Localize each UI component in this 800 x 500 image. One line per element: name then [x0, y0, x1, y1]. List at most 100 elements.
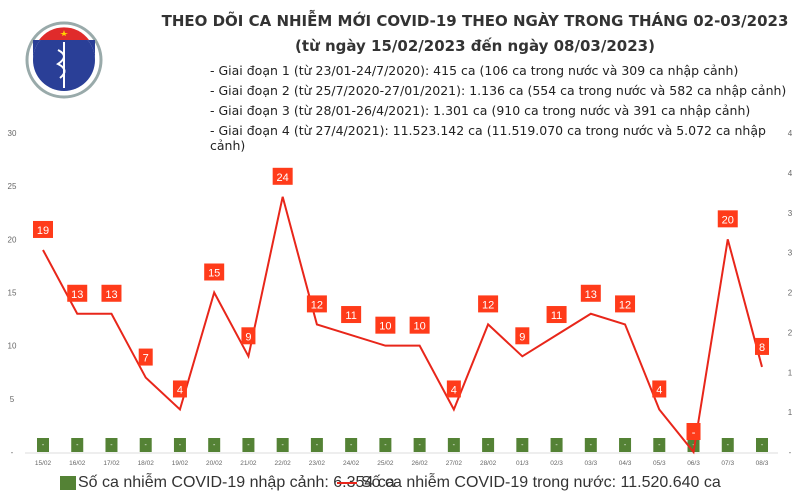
- left-axis-tick: 20: [8, 235, 17, 244]
- left-axis-tick: 5: [10, 395, 15, 404]
- right-axis-tick: 2: [788, 289, 793, 298]
- x-tick-label: 19/02: [172, 460, 189, 467]
- bar-imported: [276, 438, 289, 452]
- legend-swatch-green: [60, 476, 76, 490]
- data-label-box: [138, 348, 153, 366]
- data-label-box: [652, 380, 667, 398]
- x-tick-label: 02/3: [550, 460, 563, 467]
- bar-imported: [619, 438, 632, 452]
- bar-imported: [653, 438, 666, 452]
- data-label: 12: [311, 299, 323, 311]
- right-axis-tick: 3: [788, 209, 793, 218]
- x-tick-label: 24/02: [343, 460, 360, 467]
- x-tick-label: 26/02: [411, 460, 428, 467]
- bar-label: -: [247, 442, 250, 449]
- data-label: 13: [105, 289, 117, 301]
- right-axis-tick: 1: [788, 368, 793, 377]
- data-label-box: [717, 210, 738, 228]
- chart-title: THEO DÕI CA NHIỄM MỚI COVID-19 THEO NGÀY…: [161, 12, 789, 30]
- chart-subtitle: (từ ngày 15/02/2023 đến ngày 08/03/2023): [295, 37, 655, 55]
- right-axis-tick: 1: [788, 408, 793, 417]
- data-label-box: [67, 284, 88, 302]
- x-tick-label: 28/02: [480, 460, 497, 467]
- bar-imported: [345, 438, 358, 452]
- bar-imported: [208, 438, 221, 452]
- bar-label: -: [624, 442, 627, 449]
- data-label-box: [580, 284, 601, 302]
- bar-label: -: [555, 442, 558, 449]
- left-axis-tick: 30: [8, 129, 17, 138]
- bar-imported: [550, 438, 563, 452]
- bar-label: -: [487, 442, 490, 449]
- x-tick-label: 17/02: [103, 460, 120, 467]
- stage-4: - Giai đoạn 4 (từ 27/4/2021): 11.523.142…: [210, 123, 766, 153]
- bar-label: -: [145, 442, 148, 449]
- legend-label-imported: Số ca nhiễm COVID-19 nhập cảnh: 6.354 ca: [78, 474, 395, 491]
- x-tick-label: 21/02: [240, 460, 257, 467]
- right-axis-tick: 2: [788, 328, 793, 337]
- x-tick-label: 15/02: [35, 460, 52, 467]
- data-label: 11: [345, 310, 356, 322]
- bar-label: -: [281, 442, 284, 449]
- data-label: 20: [722, 214, 734, 226]
- x-tick-label: 04/3: [619, 460, 632, 467]
- bar-imported: [482, 438, 495, 452]
- x-tick-label: 18/02: [138, 460, 155, 467]
- bar-label: -: [521, 442, 524, 449]
- bar-imported: [37, 438, 49, 452]
- bar-imported: [173, 438, 186, 452]
- data-label-box: [241, 327, 256, 345]
- left-axis-tick: 25: [8, 182, 17, 191]
- stage-2: - Giai đoạn 2 (từ 25/7/2020-27/01/2021):…: [210, 83, 787, 98]
- data-label-box: [306, 295, 327, 313]
- data-label: 12: [619, 299, 631, 311]
- bar-label: -: [727, 442, 730, 449]
- domestic-line: [42, 196, 763, 455]
- bar-imported: [721, 438, 734, 452]
- x-tick-label: 16/02: [69, 460, 86, 467]
- bar-imported: [310, 438, 323, 452]
- data-label-box: [172, 380, 187, 398]
- data-label: 4: [656, 384, 662, 396]
- bar-imported: [379, 438, 392, 452]
- bar-label: -: [42, 442, 45, 449]
- bar-imported: [105, 438, 118, 452]
- data-label: 19: [37, 225, 49, 237]
- data-label: 8: [759, 342, 765, 354]
- bar-imported: [413, 438, 426, 452]
- legend-swatch-red: [337, 482, 357, 484]
- x-tick-label: 06/3: [687, 460, 700, 467]
- data-label: 9: [519, 331, 525, 343]
- data-label: 9: [245, 331, 251, 343]
- stage-1: - Giai đoạn 1 (từ 23/01-24/7/2020): 415 …: [210, 63, 739, 78]
- bar-label: -: [179, 442, 182, 449]
- bar-imported: [242, 438, 255, 452]
- data-label: 7: [143, 353, 149, 365]
- x-tick-label: 20/02: [206, 460, 223, 467]
- data-label: 13: [585, 289, 597, 301]
- x-tick-label: 27/02: [446, 460, 463, 467]
- left-axis-tick: 15: [8, 289, 17, 298]
- bar-imported: [139, 438, 152, 452]
- legend-label-domestic: Số ca nhiễm COVID-19 trong nước: 11.520.…: [361, 474, 721, 491]
- bar-imported: [756, 438, 768, 452]
- x-tick-label: 23/02: [309, 460, 326, 467]
- bar-imported: [71, 438, 84, 452]
- right-axis-tick: 4: [788, 169, 793, 178]
- legend-imported: Số ca nhiễm COVID-19 nhập cảnh: 6.354 ca: [60, 474, 395, 492]
- data-label-box: [375, 316, 396, 334]
- data-label: 13: [71, 289, 83, 301]
- bar-label: -: [76, 442, 79, 449]
- right-axis-tick: 4: [788, 129, 793, 138]
- bar-label: -: [384, 442, 387, 449]
- bar-label: -: [453, 442, 456, 449]
- bar-imported: [584, 438, 597, 452]
- data-label-box: [341, 306, 362, 324]
- x-tick-label: 08/3: [756, 460, 769, 467]
- stage-3: - Giai đoạn 3 (từ 28/01-26/4/2021): 1.30…: [210, 103, 751, 118]
- data-label: 4: [451, 384, 457, 396]
- data-label: 11: [551, 310, 562, 322]
- data-label: 24: [277, 172, 289, 184]
